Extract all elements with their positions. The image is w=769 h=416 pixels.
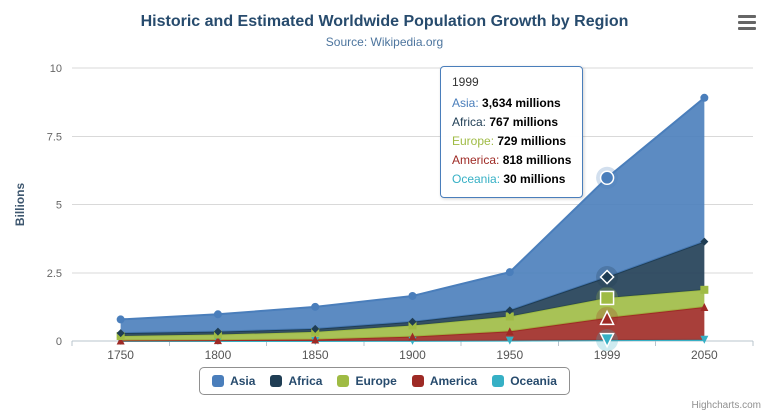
tooltip-series-name: America: bbox=[452, 153, 503, 167]
marker-america-1900[interactable] bbox=[408, 332, 417, 341]
marker-africa-1950[interactable] bbox=[505, 306, 514, 315]
legend-label: America bbox=[429, 374, 478, 388]
chart-subtitle: Source: Wikipedia.org bbox=[325, 35, 444, 49]
legend-marker-europe bbox=[337, 375, 350, 387]
marker-america-1800[interactable] bbox=[213, 336, 222, 345]
tooltip-row-europe: Europe: 729 millions bbox=[452, 132, 571, 151]
marker-america-2050[interactable] bbox=[700, 302, 709, 311]
area-america[interactable] bbox=[120, 306, 705, 341]
tooltip-series-name: Asia: bbox=[452, 96, 483, 110]
legend-label: Europe bbox=[355, 374, 397, 388]
hamburger-bar bbox=[738, 15, 756, 18]
tooltip-series-value: 818 millions bbox=[502, 153, 572, 167]
x-axis-tick-label: 1800 bbox=[205, 348, 232, 362]
legend-marker-america bbox=[411, 375, 424, 387]
tooltip-series-name: Europe: bbox=[452, 134, 498, 148]
tooltip: 1999 Asia: 3,634 millions Africa: 767 mil… bbox=[440, 66, 584, 198]
area-africa[interactable] bbox=[120, 241, 705, 337]
y-axis-tick-label: 7.5 bbox=[47, 131, 62, 143]
legend-item-europe[interactable]: Europe bbox=[337, 374, 397, 388]
x-axis-tick-label: 1850 bbox=[302, 348, 329, 362]
marker-europe-1999[interactable] bbox=[599, 290, 615, 306]
legend-label: Africa bbox=[288, 374, 323, 388]
marker-asia-1900[interactable] bbox=[408, 291, 417, 300]
markers-africa[interactable] bbox=[116, 237, 709, 338]
x-axis-tick-label: 1900 bbox=[399, 348, 426, 362]
x-axis-tick-label: 1999 bbox=[594, 348, 621, 362]
marker-oceania-1999[interactable] bbox=[599, 332, 615, 349]
marker-europe-2050[interactable] bbox=[700, 285, 709, 294]
marker-asia-1800[interactable] bbox=[213, 310, 222, 319]
y-axis-tick-label: 10 bbox=[50, 63, 62, 75]
y-axis-tick-label: 0 bbox=[56, 336, 62, 348]
legend-box: Asia Africa Europe America Oceania bbox=[199, 367, 570, 395]
marker-africa-1800[interactable] bbox=[213, 327, 222, 336]
markers-america[interactable] bbox=[116, 302, 709, 345]
tooltip-row-america: America: 818 millions bbox=[452, 151, 571, 170]
tooltip-series-name: Oceania: bbox=[452, 172, 504, 186]
tooltip-row-oceania: Oceania: 30 millions bbox=[452, 170, 571, 189]
legend-label: Oceania bbox=[510, 374, 557, 388]
legend-item-asia[interactable]: Asia bbox=[212, 374, 255, 388]
marker-america-1750[interactable] bbox=[116, 336, 125, 345]
marker-america-1950[interactable] bbox=[505, 327, 514, 336]
tooltip-series-value: 767 millions bbox=[489, 115, 559, 129]
marker-america-1850[interactable] bbox=[311, 335, 320, 344]
legend-label: Asia bbox=[230, 374, 256, 388]
marker-asia-1999[interactable] bbox=[599, 170, 615, 186]
tooltip-series-value: 30 millions bbox=[503, 172, 566, 186]
marker-africa-1850[interactable] bbox=[311, 324, 320, 333]
marker-africa-1750[interactable] bbox=[116, 329, 125, 338]
tooltip-row-africa: Africa: 767 millions bbox=[452, 113, 571, 132]
x-axis-tick-label: 2050 bbox=[691, 348, 718, 362]
hamburger-icon[interactable] bbox=[738, 15, 756, 30]
marker-asia-2050[interactable] bbox=[700, 93, 709, 102]
marker-oceania-2050[interactable] bbox=[700, 335, 709, 344]
tooltip-series-name: Africa: bbox=[452, 115, 490, 129]
tooltip-series-value: 3,634 millions bbox=[482, 96, 561, 110]
tooltip-row-asia: Asia: 3,634 millions bbox=[452, 94, 571, 113]
x-axis-tick-label: 1950 bbox=[496, 348, 523, 362]
marker-africa-1999[interactable] bbox=[599, 269, 615, 285]
x-axis-tick-label: 1750 bbox=[107, 348, 134, 362]
hamburger-bar bbox=[738, 21, 756, 24]
marker-asia-1950[interactable] bbox=[505, 268, 514, 277]
markers-asia[interactable] bbox=[116, 93, 709, 324]
area-asia[interactable] bbox=[120, 97, 705, 334]
marker-europe-1950[interactable] bbox=[505, 312, 514, 321]
legend: Asia Africa Europe America Oceania bbox=[0, 367, 769, 395]
legend-item-america[interactable]: America bbox=[411, 374, 478, 388]
legend-marker-africa bbox=[270, 375, 283, 387]
marker-africa-1900[interactable] bbox=[408, 317, 417, 326]
credits-link[interactable]: Highcharts.com bbox=[691, 400, 761, 411]
legend-item-oceania[interactable]: Oceania bbox=[492, 374, 557, 388]
marker-oceania-1950[interactable] bbox=[505, 336, 514, 345]
marker-america-1999[interactable] bbox=[599, 309, 615, 326]
y-axis-tick-label: 2.5 bbox=[47, 268, 62, 280]
tooltip-series-value: 729 millions bbox=[497, 134, 567, 148]
chart-title: Historic and Estimated Worldwide Populat… bbox=[140, 13, 629, 30]
marker-africa-2050[interactable] bbox=[700, 237, 709, 246]
hamburger-bar bbox=[738, 27, 756, 30]
legend-item-africa[interactable]: Africa bbox=[270, 374, 322, 388]
y-axis-tick-label: 5 bbox=[56, 200, 62, 212]
marker-asia-1850[interactable] bbox=[311, 302, 320, 311]
y-axis-title: Billions bbox=[13, 183, 27, 227]
legend-marker-asia bbox=[212, 375, 225, 387]
tooltip-header: 1999 bbox=[452, 75, 479, 89]
marker-asia-1750[interactable] bbox=[116, 315, 125, 324]
legend-marker-oceania bbox=[492, 375, 505, 387]
